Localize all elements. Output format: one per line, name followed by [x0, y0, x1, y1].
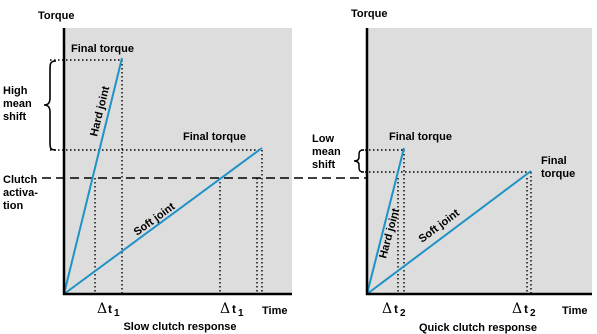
svg-text:Final: Final — [541, 155, 567, 167]
right-soft-final-label: Final torque — [541, 155, 575, 180]
svg-text:High: High — [3, 85, 28, 97]
high-mean-shift-brace — [43, 60, 57, 151]
svg-text:1: 1 — [238, 308, 244, 319]
left-caption: Slow clutch response — [123, 321, 236, 333]
right-plot-area — [367, 28, 592, 294]
svg-text:t: t — [394, 302, 398, 316]
svg-text:shift: shift — [312, 159, 336, 171]
right-hard-joint-line — [366, 147, 405, 295]
svg-text:Clutch: Clutch — [3, 174, 38, 186]
right-x-axis-label: Time — [562, 305, 587, 317]
right-guides — [361, 149, 532, 294]
right-caption: Quick clutch response — [419, 322, 537, 334]
svg-text:2: 2 — [530, 308, 536, 319]
svg-text:mean: mean — [312, 146, 341, 158]
clutch-activation-label: Clutch activa- tion — [3, 174, 38, 212]
svg-text:t: t — [524, 302, 528, 316]
svg-text:torque: torque — [541, 168, 575, 180]
svg-text:t: t — [232, 302, 236, 316]
svg-text:Δ: Δ — [512, 301, 522, 317]
left-delta-t1-first: Δ t 1 — [97, 301, 120, 319]
svg-text:mean: mean — [3, 98, 32, 110]
left-guides — [50, 59, 263, 294]
left-y-axis-label: Torque — [38, 10, 74, 22]
right-delta-t2-first: Δ t 2 — [382, 301, 406, 319]
svg-text:tion: tion — [3, 200, 23, 212]
svg-text:shift: shift — [3, 111, 27, 123]
left-soft-joint-line — [63, 147, 263, 295]
svg-text:Δ: Δ — [382, 301, 392, 317]
right-delta-t2-second: Δ t 2 — [512, 301, 536, 319]
low-mean-shift-brace — [353, 149, 365, 173]
left-x-axis-label: Time — [262, 305, 287, 317]
left-soft-final-label: Final torque — [183, 131, 246, 143]
right-y-axis-label: Torque — [351, 8, 387, 20]
low-mean-shift-label: Low mean shift — [312, 133, 341, 171]
svg-text:Low: Low — [312, 133, 334, 145]
right-hard-final-label: Final torque — [389, 131, 452, 143]
svg-text:Δ: Δ — [97, 301, 107, 317]
right-soft-joint-line — [366, 170, 532, 295]
left-hard-final-label: Final torque — [71, 43, 134, 55]
svg-text:Δ: Δ — [220, 301, 230, 317]
left-hard-joint-line — [63, 57, 123, 295]
high-mean-shift-label: High mean shift — [3, 85, 32, 123]
svg-text:activa-: activa- — [3, 187, 38, 199]
left-delta-t1-second: Δ t 1 — [220, 301, 244, 319]
left-plot-area — [64, 28, 292, 294]
svg-text:1: 1 — [114, 308, 120, 319]
svg-text:t: t — [108, 302, 112, 316]
svg-text:2: 2 — [400, 308, 406, 319]
